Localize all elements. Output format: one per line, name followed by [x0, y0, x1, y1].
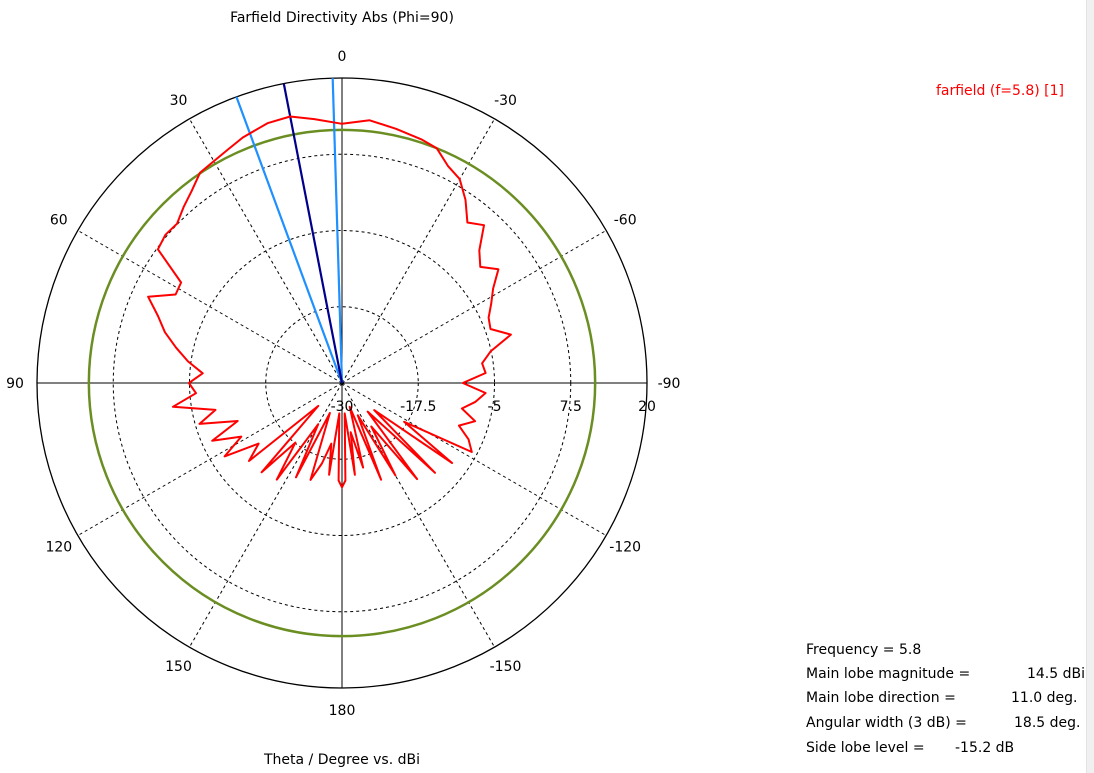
angle-tick-label: 30 — [170, 93, 188, 109]
result-frequency: Frequency = 5.8 — [806, 642, 921, 658]
x-axis-label: Theta / Degree vs. dBi — [263, 752, 420, 768]
result-main-lobe-direction-value: 11.0 deg. — [1011, 690, 1077, 706]
result-angular-width-label: Angular width (3 dB) = — [806, 715, 967, 731]
radial-tick-label: 7.5 — [560, 399, 582, 415]
angle-tick-label: 60 — [50, 213, 68, 229]
grid-spoke — [189, 118, 343, 384]
result-side-lobe-label: Side lobe level = — [806, 740, 925, 756]
angle-tick-label: -60 — [614, 213, 637, 229]
result-angular-width-value: 18.5 deg. — [1014, 715, 1080, 731]
grid-spoke — [77, 230, 343, 384]
polar-tick-labels: 0 -30 -60 -90 -120 -150 180 150 120 90 60 30 -30 -17.… — [6, 49, 680, 719]
radial-tick-label: 20 — [638, 399, 656, 415]
minus-3db-circle — [87, 128, 597, 638]
radial-tick-label: -5 — [488, 399, 502, 415]
grid-spoke — [341, 118, 495, 384]
results-panel: Frequency = 5.8 Main lobe magnitude = 14… — [806, 642, 1085, 756]
angle-tick-label: -90 — [658, 376, 681, 392]
beamwidth-marker — [235, 96, 344, 384]
angle-tick-label: -150 — [490, 659, 522, 675]
grid-spoke — [341, 230, 607, 384]
polar-series — [87, 78, 597, 638]
radial-tick-label: -30 — [331, 399, 354, 415]
chart-title: Farfield Directivity Abs (Phi=90) — [230, 10, 454, 26]
grid-spoke — [77, 382, 343, 536]
angle-tick-label: 0 — [338, 49, 347, 65]
angle-tick-label: 120 — [45, 540, 72, 556]
radial-tick-label: -17.5 — [400, 399, 436, 415]
angle-tick-label: -120 — [609, 540, 641, 556]
angle-tick-label: 150 — [165, 659, 192, 675]
angle-tick-label: -30 — [494, 93, 517, 109]
main-lobe-marker — [282, 83, 344, 384]
farfield-pattern-curve — [147, 115, 512, 489]
angle-tick-label: 180 — [329, 703, 356, 719]
result-side-lobe-value: -15.2 dB — [955, 740, 1014, 756]
result-main-lobe-magnitude-value: 14.5 dBi — [1027, 666, 1085, 682]
legend-entry: farfield (f=5.8) [1] — [936, 83, 1064, 99]
beamwidth-marker — [331, 78, 344, 384]
result-main-lobe-magnitude-label: Main lobe magnitude = — [806, 666, 970, 682]
angle-tick-label: 90 — [6, 376, 24, 392]
vertical-scrollbar[interactable] — [1086, 0, 1094, 773]
result-main-lobe-direction-label: Main lobe direction = — [806, 690, 956, 706]
